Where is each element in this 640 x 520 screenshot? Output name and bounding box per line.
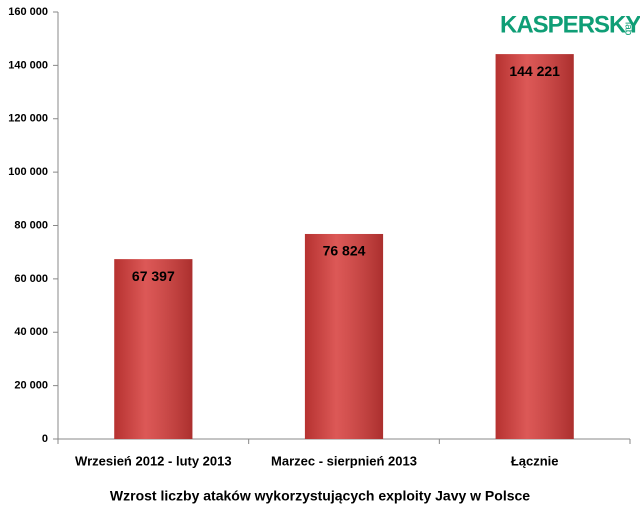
value-label: 144 221 — [509, 63, 560, 79]
y-tick-label: 120 000 — [8, 113, 48, 125]
y-tick-label: 20 000 — [14, 380, 48, 392]
y-tick-label: 60 000 — [14, 273, 48, 285]
y-tick-label: 140 000 — [8, 59, 48, 71]
bar-shade — [495, 54, 574, 440]
x-tick-label: Łącznie — [511, 453, 559, 468]
x-tick-label: Marzec - sierpnień 2013 — [271, 453, 417, 468]
value-label: 67 397 — [132, 268, 175, 284]
value-label: 76 824 — [323, 243, 366, 259]
y-tick-label: 160 000 — [8, 6, 48, 18]
chart-title: Wzrost liczby ataków wykorzystujących ex… — [110, 488, 530, 504]
bar-shade — [114, 259, 193, 439]
logo-sub: lab — [622, 22, 633, 36]
y-tick-label: 0 — [42, 433, 48, 445]
y-tick-label: 80 000 — [14, 219, 48, 231]
logo: KASPERSKY — [500, 11, 640, 38]
bar-shade — [304, 233, 384, 439]
y-tick-label: 40 000 — [14, 326, 48, 338]
x-tick-label: Wrzesień 2012 - luty 2013 — [75, 453, 232, 468]
y-tick-label: 100 000 — [8, 166, 48, 178]
